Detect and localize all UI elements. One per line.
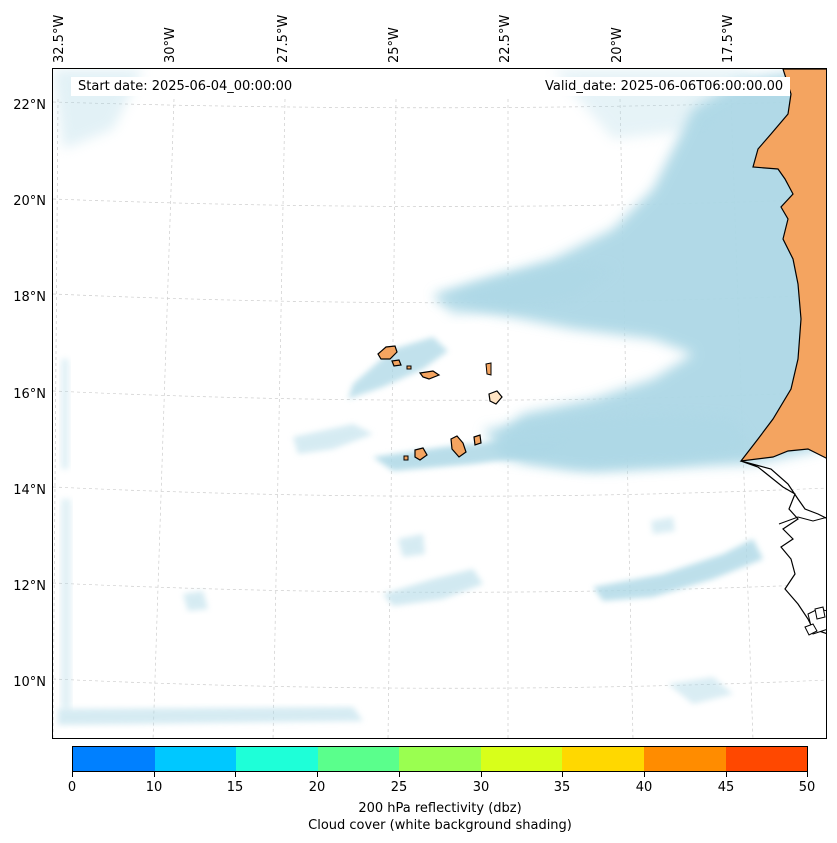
lon-label-27-5w: 27.5°W bbox=[276, 14, 291, 63]
land-bissagos bbox=[814, 606, 826, 620]
land-mauritania-coast bbox=[739, 69, 826, 462]
colorbar-tick-mark bbox=[399, 772, 400, 777]
colorbar-segment bbox=[643, 747, 726, 771]
colorbar-tick-mark bbox=[807, 772, 808, 777]
cloud-patch-south-east bbox=[593, 539, 763, 601]
colorbar-tick-label: 25 bbox=[390, 780, 408, 795]
island-santo-antao bbox=[377, 345, 398, 360]
meridian-line bbox=[272, 98, 286, 738]
cloud-streak-sw bbox=[293, 424, 373, 454]
colorbar-tick-mark bbox=[481, 772, 482, 777]
cloud-band-west bbox=[433, 264, 613, 314]
colorbar-segment bbox=[725, 747, 808, 771]
cloud-streak-north-islands bbox=[348, 337, 448, 399]
lat-label-18n: 18°N bbox=[13, 290, 46, 305]
colorbar-tick-mark bbox=[644, 772, 645, 777]
colorbar-segment bbox=[317, 747, 400, 771]
colorbar-subtitle: Cloud cover (white background shading) bbox=[308, 818, 572, 833]
start-date-label: Start date: 2025-06-04_00:00:00 bbox=[71, 77, 300, 96]
cloud-band-lower bbox=[483, 414, 753, 469]
cloud-patch-small-3 bbox=[651, 517, 675, 534]
cloud-main-mass bbox=[433, 69, 823, 471]
cloud-patch-south-mid bbox=[383, 569, 483, 606]
colorbar-tick-label: 50 bbox=[798, 780, 816, 795]
lat-label-14n: 14°N bbox=[13, 483, 46, 498]
meridian-line bbox=[387, 98, 397, 738]
colorbar bbox=[72, 746, 808, 772]
valid-date-label: Valid_date: 2025-06-06T06:00:00.00 bbox=[538, 77, 791, 96]
colorbar-tick-mark bbox=[235, 772, 236, 777]
colorbar-tick-mark bbox=[154, 772, 155, 777]
colorbar-segment bbox=[399, 747, 481, 771]
lon-label-17-5w: 17.5°W bbox=[721, 14, 736, 63]
colorbar-tick-label: 0 bbox=[67, 780, 77, 795]
colorbar-tick-label: 45 bbox=[717, 780, 735, 795]
colorbar-tick-label: 10 bbox=[145, 780, 163, 795]
island-santa-luzia bbox=[406, 365, 412, 370]
colorbar-tick-label: 15 bbox=[226, 780, 244, 795]
colorbar-title: 200 hPa reflectivity (dbz) bbox=[358, 801, 522, 816]
lat-label-20n: 20°N bbox=[13, 194, 46, 209]
colorbar-segment bbox=[154, 747, 237, 771]
colorbar-tick-mark bbox=[317, 772, 318, 777]
map-canvas bbox=[53, 69, 826, 738]
lon-label-30w: 30°W bbox=[163, 27, 178, 63]
colorbar-tick-label: 35 bbox=[553, 780, 571, 795]
meridian-line bbox=[53, 98, 59, 738]
cloud-border-bottom bbox=[58, 707, 363, 725]
island-sal bbox=[485, 362, 492, 376]
island-brava bbox=[403, 455, 409, 461]
land bbox=[739, 69, 826, 636]
colorbar-tick-mark bbox=[72, 772, 73, 777]
lon-label-22-5w: 22.5°W bbox=[498, 14, 513, 63]
island-santiago bbox=[450, 435, 467, 458]
parallel-line bbox=[53, 486, 826, 497]
lat-label-22n: 22°N bbox=[13, 98, 46, 113]
colorbar-tick-mark bbox=[726, 772, 727, 777]
cloud-patch-small-2 bbox=[183, 591, 208, 611]
colorbar-segment bbox=[480, 747, 563, 771]
land-small-islands-coast bbox=[804, 623, 818, 636]
lon-label-25w: 25°W bbox=[387, 27, 402, 63]
colorbar-segment bbox=[236, 747, 318, 771]
lon-label-32-5w: 32.5°W bbox=[52, 14, 67, 63]
colorbar-tick-label: 20 bbox=[308, 780, 326, 795]
map-panel bbox=[52, 68, 827, 739]
colorbar-tick-mark bbox=[562, 772, 563, 777]
cloud-border-left bbox=[61, 499, 71, 709]
land-gambia-river bbox=[778, 516, 826, 525]
cloud-patch-small-4 bbox=[668, 677, 733, 704]
colorbar-segment bbox=[73, 747, 155, 771]
lat-label-12n: 12°N bbox=[13, 579, 46, 594]
lat-label-10n: 10°N bbox=[13, 675, 46, 690]
land-senegal-coast bbox=[740, 460, 826, 634]
cloud-border-left-top bbox=[61, 359, 69, 469]
island-sao-nicolau bbox=[418, 370, 441, 380]
colorbar-segment bbox=[562, 747, 644, 771]
island-maio bbox=[473, 434, 482, 446]
colorbar-tick-label: 40 bbox=[635, 780, 653, 795]
lat-label-16n: 16°N bbox=[13, 387, 46, 402]
cloud-streak-south-islands bbox=[373, 437, 573, 471]
island-boa-vista bbox=[488, 390, 503, 405]
meridian-line bbox=[152, 98, 175, 738]
cloud-patch-small-1 bbox=[398, 534, 425, 557]
island-fogo bbox=[414, 447, 428, 461]
lon-label-20w: 20°W bbox=[610, 27, 625, 63]
colorbar-tick-label: 30 bbox=[472, 780, 490, 795]
island-sao-vicente bbox=[391, 359, 402, 367]
cape-verde-islands bbox=[377, 345, 503, 461]
cloud-cover bbox=[53, 69, 823, 725]
